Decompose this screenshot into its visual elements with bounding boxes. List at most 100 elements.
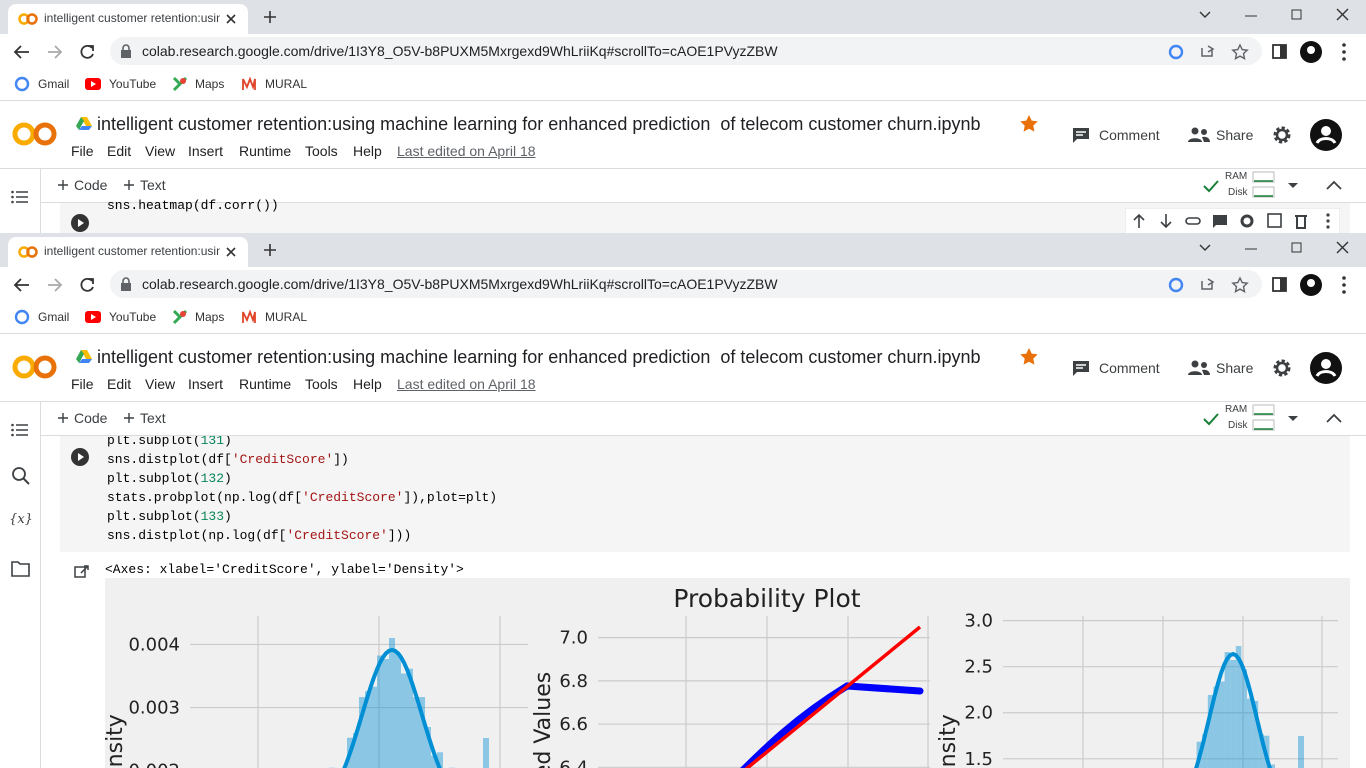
notebook-title[interactable]: intelligent customer retention:using mac… [97,114,981,134]
icon-part [16,424,28,436]
omnibox-icons[interactable] [1166,275,1252,295]
histogram-bar [389,638,395,768]
tab-close[interactable] [224,245,238,259]
run-button[interactable] [70,447,90,467]
bookmark[interactable]: Maps [195,77,225,91]
variables-icon[interactable]: {𝑥} [10,512,32,527]
icon-part [1160,214,1172,229]
menu-item[interactable]: Tools [305,376,338,392]
bookmark-icon[interactable] [85,76,101,92]
last-edited[interactable]: Last edited on April 18 [397,143,536,159]
omnibox-icons[interactable] [1166,42,1252,62]
new-tab[interactable] [262,9,278,25]
bookmark[interactable]: MURAL [265,310,308,324]
chart-title: Probability Plot [673,584,860,613]
bookmark[interactable]: MURAL [265,77,308,91]
settings[interactable] [1272,358,1292,378]
share-button[interactable]: Share [1216,360,1254,376]
bookmark[interactable]: YouTube [109,77,157,91]
tab-close[interactable] [224,12,238,26]
icon-part [91,81,96,87]
resource-dropdown[interactable] [1286,414,1300,424]
share-icon[interactable] [1187,127,1211,143]
nav-buttons[interactable] [12,275,102,295]
comment-icon[interactable] [1071,126,1091,144]
histogram-bar [1247,698,1253,768]
bookmark[interactable]: Maps [195,310,225,324]
icon-part [78,453,84,461]
menu-item[interactable]: View [145,376,176,392]
bookmark-icon[interactable] [241,309,257,325]
toc-icon[interactable] [11,189,29,205]
nav-buttons[interactable] [12,42,102,62]
collapse-header[interactable] [1325,178,1343,192]
resource-dropdown[interactable] [1286,181,1300,191]
menu-item[interactable]: File [71,143,94,159]
menu-item[interactable]: Help [353,376,382,392]
connected-check [1203,413,1219,426]
avatar[interactable] [1309,351,1343,385]
window-controls[interactable] [1196,239,1356,259]
menu-item[interactable]: Tools [305,143,338,159]
bookmark-icon[interactable] [14,309,30,325]
y-tick-label: 6.6 [559,714,588,735]
comment-button[interactable]: Comment [1099,360,1160,376]
window-controls[interactable] [1196,6,1356,26]
icon-part [11,428,14,432]
comment-icon[interactable] [1071,359,1091,377]
menu-item[interactable]: Edit [107,143,132,159]
browser-actions[interactable] [1270,40,1356,64]
bookmark-icon[interactable] [85,309,101,325]
omnibox[interactable] [110,37,1262,65]
colab-logo[interactable] [12,120,58,148]
menu-item[interactable]: Edit [107,376,132,392]
bookmark-icon[interactable] [241,76,257,92]
menu-item[interactable]: Insert [188,376,224,392]
menu-item[interactable]: Help [353,143,382,159]
cell-output: <Axes: xlabel='CreditScore', ylabel='Den… [105,562,464,577]
toc-icon[interactable] [11,422,29,438]
last-edited[interactable]: Last edited on April 18 [397,376,536,392]
bookmark-icon[interactable] [172,309,188,325]
share-button[interactable]: Share [1216,127,1254,143]
icon-part [1342,290,1346,294]
bookmark-icon[interactable] [172,76,188,92]
bookmark[interactable]: YouTube [109,310,157,324]
new-tab[interactable] [262,242,278,258]
settings[interactable] [1272,125,1292,145]
plus [58,180,68,190]
avatar[interactable] [1309,118,1343,152]
colab-logo[interactable] [12,353,58,381]
star[interactable] [1019,347,1039,367]
share-icon[interactable] [1187,360,1211,376]
icon-part [88,278,94,284]
add-text[interactable]: Text [140,177,166,193]
menu-item[interactable]: Insert [188,143,224,159]
menu-item[interactable]: File [71,376,94,392]
cell-toolbar[interactable] [1125,208,1340,233]
tab[interactable]: intelligent customer retention:using [8,237,248,267]
notebook-title[interactable]: intelligent customer retention:using mac… [97,347,981,367]
add-text[interactable]: Text [140,410,166,426]
add-code[interactable]: Code [74,177,108,193]
omnibox[interactable] [110,270,1262,298]
output-icon[interactable] [73,564,91,580]
browser-actions[interactable] [1270,273,1356,297]
bookmark[interactable]: Gmail [38,77,70,91]
bookmark-icon[interactable] [14,76,30,92]
run-button[interactable] [70,213,90,233]
add-code[interactable]: Code [74,410,108,426]
histogram-bar [1224,652,1231,768]
star[interactable] [1019,114,1039,134]
menu-item[interactable]: Runtime [239,376,292,392]
icon-part [79,126,92,130]
collapse-header[interactable] [1325,411,1343,425]
menu-item[interactable]: View [145,143,176,159]
tab[interactable]: intelligent customer retention:using [8,4,248,34]
divider [0,100,1366,101]
bookmark[interactable]: Gmail [38,310,70,324]
comment-button[interactable]: Comment [1099,127,1160,143]
menu-item[interactable]: Runtime [239,143,292,159]
sidebar-icons[interactable]: {𝑥} [10,466,32,586]
histogram-bar [1258,734,1264,768]
